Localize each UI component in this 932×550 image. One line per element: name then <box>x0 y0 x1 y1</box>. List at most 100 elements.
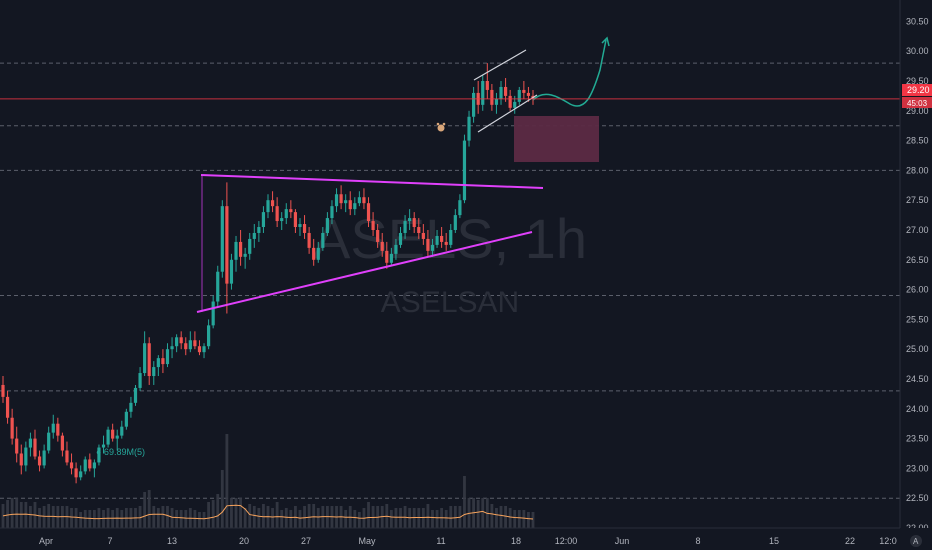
price-tick-label: 23.00 <box>906 463 929 473</box>
volume-bar <box>426 504 430 528</box>
volume-bar <box>120 510 124 528</box>
time-tick-label: Jun <box>615 536 630 546</box>
candle-body <box>421 232 425 239</box>
candle-body <box>101 444 106 448</box>
candle-body <box>193 340 197 347</box>
volume-bar <box>508 508 512 528</box>
price-tick-label: 30.50 <box>906 16 929 26</box>
volume-bar <box>198 512 201 528</box>
triangle-lower-trendline[interactable] <box>196 231 533 313</box>
volume-bar <box>499 506 503 528</box>
channel-lower-line[interactable] <box>477 94 538 133</box>
candle-body <box>481 81 485 105</box>
candle-body <box>430 244 435 251</box>
candle-body <box>371 221 375 230</box>
candle-body <box>83 459 87 472</box>
volume-bar <box>531 512 535 528</box>
candle-body <box>348 200 352 210</box>
price-tick-label: 26.00 <box>906 285 929 295</box>
volume-bar <box>42 506 46 528</box>
candle-body <box>33 438 37 457</box>
watermark-name: ASELSAN <box>381 286 519 319</box>
candle-body <box>202 346 206 353</box>
alarm-clock-icon[interactable] <box>436 122 446 133</box>
candle-body <box>435 235 439 245</box>
candle-body <box>266 200 270 213</box>
candle-body <box>522 89 526 93</box>
candle-body <box>357 197 361 204</box>
volume-bar <box>284 508 288 528</box>
volume-bar <box>357 512 361 528</box>
candle-body <box>1 384 5 397</box>
volume-bar <box>175 510 179 528</box>
volume-bar <box>312 504 316 528</box>
volume-bar <box>83 510 87 528</box>
candle-body <box>56 423 60 436</box>
volume-bar <box>495 508 498 528</box>
candle-body <box>179 337 183 344</box>
auto-scale-button[interactable] <box>910 535 922 547</box>
candle-body <box>293 212 298 228</box>
volume-bar <box>24 502 28 528</box>
volume-bar <box>29 506 32 528</box>
candle-body <box>15 438 19 454</box>
candle-body <box>47 432 51 451</box>
time-axis[interactable] <box>0 528 932 550</box>
candle-body <box>325 218 329 233</box>
candle-body <box>69 462 74 469</box>
candle-body <box>120 426 124 436</box>
candle-body <box>494 98 499 105</box>
volume-bar <box>97 508 101 528</box>
candle-body <box>238 241 243 257</box>
volume-bar <box>421 508 425 528</box>
candle-body <box>207 325 211 347</box>
candle-body <box>366 203 371 222</box>
candle-body <box>216 271 220 302</box>
price-tick-label: 28.00 <box>906 165 929 175</box>
candle-body <box>403 221 407 233</box>
volume-bar <box>490 504 494 528</box>
time-tick-label: 12:00 <box>555 536 578 546</box>
candle-body <box>449 230 453 245</box>
price-tick-label: 29.00 <box>906 106 929 116</box>
volume-bar <box>230 498 233 528</box>
price-tick-label: 23.50 <box>906 434 929 444</box>
volume-bar <box>220 470 224 528</box>
candle-body <box>307 232 311 248</box>
candle-body <box>138 373 142 388</box>
volume-bar <box>504 506 507 528</box>
candle-body <box>517 89 521 102</box>
volume-bar <box>353 510 357 528</box>
channel-upper-line[interactable] <box>473 49 527 81</box>
candle-body <box>270 200 275 207</box>
demand-zone[interactable] <box>514 116 599 162</box>
candle-body <box>115 435 119 439</box>
candle-body <box>302 224 307 233</box>
candle-body <box>152 367 156 377</box>
candle-body <box>385 250 389 263</box>
candle-body <box>124 411 128 427</box>
price-tick-label: 27.00 <box>906 225 929 235</box>
candle-body <box>42 450 46 466</box>
volume-bar <box>170 508 174 528</box>
triangle-upper-trendline[interactable] <box>200 174 544 189</box>
price-tick-label: 30.00 <box>906 46 929 56</box>
volume-bar <box>399 508 402 528</box>
countdown-tag <box>902 97 932 108</box>
candle-body <box>321 232 325 248</box>
volume-bar <box>435 510 439 528</box>
countdown-label: 45:03 <box>907 99 928 108</box>
volume-bar <box>389 510 393 528</box>
projection-path[interactable] <box>532 39 607 107</box>
candle-body <box>462 140 467 201</box>
candle-body <box>165 349 170 365</box>
price-tick-label: 28.50 <box>906 136 929 146</box>
candle-body <box>143 343 147 374</box>
volume-bar <box>38 508 41 528</box>
volume-bar <box>303 506 306 528</box>
volume-bar <box>147 490 151 528</box>
volume-bar <box>481 498 485 528</box>
candles <box>1 63 535 484</box>
